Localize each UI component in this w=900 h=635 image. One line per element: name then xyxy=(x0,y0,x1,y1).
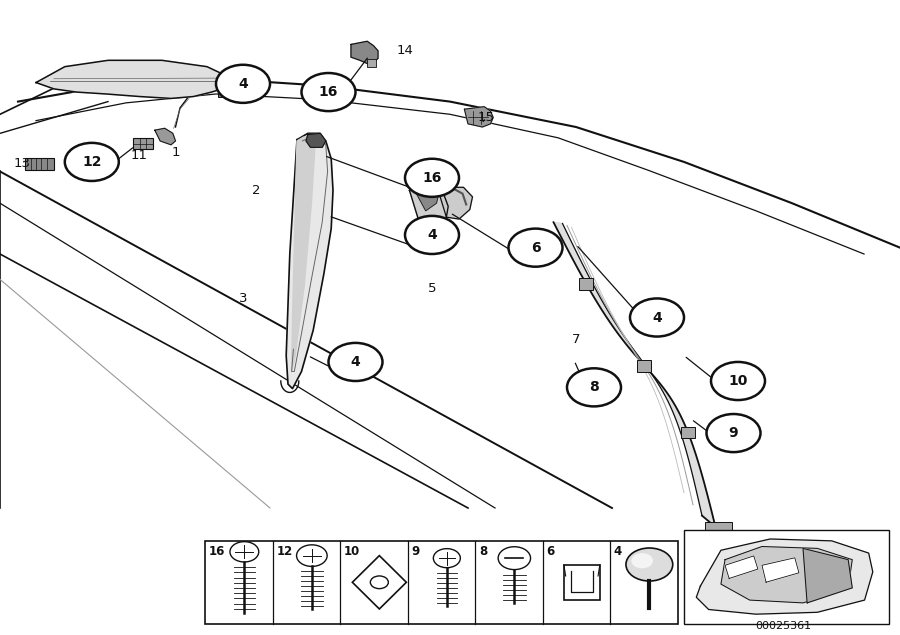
Text: 6: 6 xyxy=(531,241,540,255)
Polygon shape xyxy=(762,558,799,582)
Text: 8: 8 xyxy=(479,545,487,558)
Circle shape xyxy=(711,362,765,400)
Circle shape xyxy=(216,65,270,103)
Circle shape xyxy=(405,216,459,254)
Text: 4: 4 xyxy=(238,77,248,91)
Bar xyxy=(579,278,593,290)
Circle shape xyxy=(302,73,356,111)
Text: 16: 16 xyxy=(422,171,442,185)
Circle shape xyxy=(508,229,562,267)
Circle shape xyxy=(499,547,531,570)
Circle shape xyxy=(65,143,119,181)
Text: 16: 16 xyxy=(319,85,338,99)
Text: 3: 3 xyxy=(238,292,248,305)
Circle shape xyxy=(632,553,652,568)
Polygon shape xyxy=(410,183,448,232)
Text: 9: 9 xyxy=(729,426,738,440)
Polygon shape xyxy=(697,539,873,614)
Circle shape xyxy=(328,343,382,381)
Bar xyxy=(563,565,599,599)
Text: 4: 4 xyxy=(652,311,662,324)
Text: 12: 12 xyxy=(276,545,292,558)
Circle shape xyxy=(434,549,460,568)
Polygon shape xyxy=(351,41,378,64)
Text: 8: 8 xyxy=(590,380,598,394)
Text: 5: 5 xyxy=(428,283,436,295)
Polygon shape xyxy=(439,187,472,219)
Circle shape xyxy=(371,576,388,589)
Polygon shape xyxy=(352,556,407,609)
Polygon shape xyxy=(306,133,326,147)
Polygon shape xyxy=(292,137,315,371)
Text: 13: 13 xyxy=(14,157,31,170)
Text: 6: 6 xyxy=(546,545,554,558)
Circle shape xyxy=(567,368,621,406)
Circle shape xyxy=(626,548,672,581)
Bar xyxy=(637,360,652,371)
Polygon shape xyxy=(803,549,852,603)
Polygon shape xyxy=(36,60,234,98)
Polygon shape xyxy=(464,107,493,127)
Text: 10: 10 xyxy=(344,545,360,558)
Circle shape xyxy=(630,298,684,337)
Polygon shape xyxy=(554,222,716,527)
Text: 10: 10 xyxy=(728,374,748,388)
Text: 4: 4 xyxy=(351,355,360,369)
Text: 14: 14 xyxy=(397,44,413,57)
Circle shape xyxy=(405,159,459,197)
Text: 11: 11 xyxy=(131,149,148,162)
Text: 16: 16 xyxy=(209,545,225,558)
Bar xyxy=(25,158,54,170)
Text: 7: 7 xyxy=(572,333,580,346)
Circle shape xyxy=(296,545,328,566)
Circle shape xyxy=(230,542,259,562)
Text: 1: 1 xyxy=(171,146,180,159)
Bar xyxy=(218,83,234,97)
Bar xyxy=(367,59,376,67)
Bar xyxy=(684,530,889,624)
Polygon shape xyxy=(155,128,176,145)
Bar xyxy=(680,427,695,438)
Text: 2: 2 xyxy=(252,184,261,197)
Bar xyxy=(705,522,732,532)
Polygon shape xyxy=(725,556,758,578)
Text: 00025361: 00025361 xyxy=(755,621,811,631)
Polygon shape xyxy=(414,184,439,211)
Text: 9: 9 xyxy=(411,545,419,558)
Text: 4: 4 xyxy=(614,545,622,558)
Polygon shape xyxy=(721,547,852,603)
Bar xyxy=(205,541,678,624)
Text: 15: 15 xyxy=(478,111,494,124)
Text: 4: 4 xyxy=(428,228,436,242)
Text: 12: 12 xyxy=(82,155,102,169)
Polygon shape xyxy=(286,133,333,389)
Bar xyxy=(133,138,153,149)
Circle shape xyxy=(706,414,760,452)
